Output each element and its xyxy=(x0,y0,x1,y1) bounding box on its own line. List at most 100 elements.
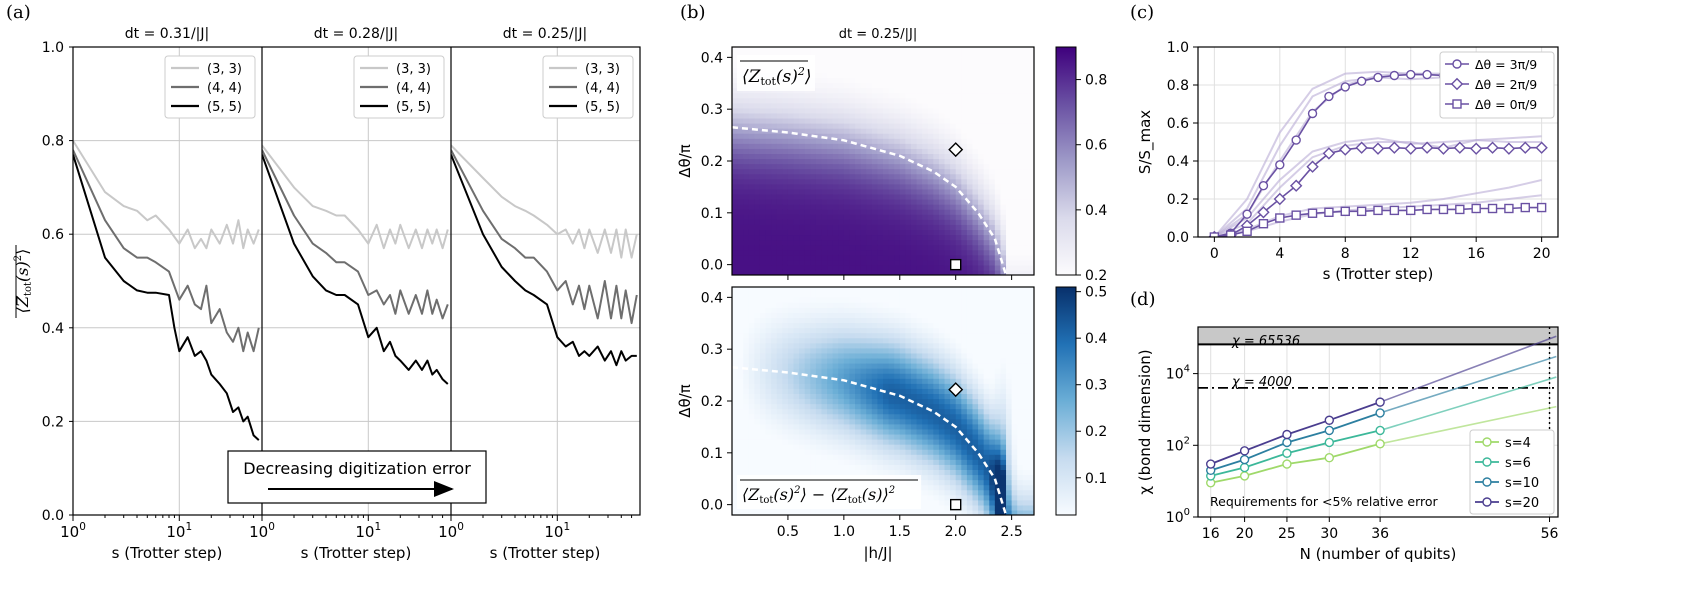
heat-cell-bottom xyxy=(804,352,811,359)
heat-cell-bottom xyxy=(732,342,739,349)
heat-cell-top xyxy=(821,269,828,275)
heat-cell-bottom xyxy=(966,357,974,364)
heat-cell-bottom xyxy=(910,418,918,425)
heat-cell-top xyxy=(978,183,985,190)
heat-cell-top xyxy=(832,269,839,275)
heat-cell-bottom xyxy=(894,464,901,470)
heat-cell-top xyxy=(759,264,767,271)
heat-cell-bottom xyxy=(793,454,800,460)
heat-cell-top xyxy=(888,87,895,94)
heat-cell-bottom xyxy=(765,347,772,354)
heat-cell-bottom xyxy=(871,388,878,394)
heat-cell-bottom xyxy=(994,408,1002,415)
heat-cell-bottom xyxy=(871,317,878,324)
heat-cell-bottom xyxy=(1006,408,1013,415)
heat-cell-bottom xyxy=(910,297,918,303)
heat-cell-bottom xyxy=(994,307,1002,313)
heat-cell-bottom xyxy=(849,352,856,359)
heat-cell-bottom xyxy=(922,439,929,445)
heat-cell-top xyxy=(933,62,940,68)
heat-cell-bottom xyxy=(894,509,901,515)
heat-cell-bottom xyxy=(855,378,862,384)
heat-cell-bottom xyxy=(855,393,862,400)
heat-cell-top xyxy=(950,62,957,68)
heat-cell-top xyxy=(894,133,901,139)
heat-cell-top xyxy=(916,82,923,89)
heat-cell-bottom xyxy=(732,464,739,470)
heat-cell-bottom xyxy=(877,439,884,445)
heat-cell-top xyxy=(972,234,979,241)
heat-cell-bottom xyxy=(815,327,823,334)
heat-cell-bottom xyxy=(955,449,962,455)
heat-cell-top xyxy=(944,138,951,144)
heat-cell-top xyxy=(732,188,739,195)
heat-cell-top xyxy=(771,102,778,109)
heat-cell-top xyxy=(966,219,974,225)
heat-cell-bottom xyxy=(743,439,750,445)
heat-cell-top xyxy=(888,199,895,205)
heat-cell-bottom xyxy=(871,408,878,415)
heat-cell-top xyxy=(1028,143,1034,149)
heat-cell-top xyxy=(782,209,789,215)
heat-cell-bottom xyxy=(989,322,996,329)
heat-cell-top xyxy=(765,117,772,124)
heat-cell-bottom xyxy=(955,317,962,324)
heat-cell-bottom xyxy=(759,418,767,425)
heat-cell-top xyxy=(972,87,979,94)
heat-cell-bottom xyxy=(810,287,817,293)
heat-cell-top xyxy=(950,239,957,246)
heat-cell-top xyxy=(978,163,985,170)
heat-cell-top xyxy=(849,87,856,94)
heat-cell-top xyxy=(1022,178,1029,185)
heat-cell-bottom xyxy=(771,337,778,344)
heat-cell-top xyxy=(877,249,884,256)
heat-cell-top xyxy=(1022,254,1029,261)
heat-cell-bottom xyxy=(1006,398,1013,405)
heat-cell-top xyxy=(910,112,918,119)
heat-cell-top xyxy=(748,239,755,246)
heat-cell-bottom xyxy=(1006,464,1013,470)
heat-cell-top xyxy=(938,254,946,261)
heat-cell-bottom xyxy=(888,449,895,455)
heat-cell-bottom xyxy=(927,332,934,339)
heat-cell-top xyxy=(944,224,951,230)
heat-cell-top xyxy=(944,133,951,139)
heat-cell-top xyxy=(899,219,906,225)
heat-cell-top xyxy=(1006,133,1013,139)
heat-cell-top xyxy=(771,163,778,170)
heat-cell-top xyxy=(1000,107,1007,114)
heat-cell-top xyxy=(737,97,744,104)
heat-cell-bottom xyxy=(983,378,990,384)
heat-cell-top xyxy=(888,67,895,73)
heat-cell-bottom xyxy=(944,484,951,491)
heat-cell-top xyxy=(743,97,750,104)
heat-cell-top xyxy=(938,204,946,210)
heat-cell-top xyxy=(905,188,912,195)
heat-cell-top xyxy=(950,204,957,210)
heat-cell-bottom xyxy=(1006,459,1013,465)
heat-cell-bottom xyxy=(748,363,755,369)
heat-cell-top xyxy=(827,67,834,73)
heat-cell-top xyxy=(732,168,739,175)
heat-cell-bottom xyxy=(944,428,951,435)
heat-cell-bottom xyxy=(815,428,823,435)
heat-cell-top xyxy=(787,128,795,134)
heat-cell-top xyxy=(743,259,750,266)
heat-cell-bottom xyxy=(950,464,957,470)
heat-cell-top xyxy=(810,102,817,109)
heat-cell-bottom xyxy=(759,327,767,334)
heat-cell-bottom xyxy=(732,287,739,293)
heat-cell-top xyxy=(1017,178,1024,185)
heat-cell-bottom xyxy=(810,327,817,334)
heat-cell-bottom xyxy=(944,322,951,329)
heat-cell-top xyxy=(972,204,979,210)
heat-cell-bottom xyxy=(838,433,845,440)
heat-cell-top xyxy=(810,138,817,144)
heat-cell-top xyxy=(927,72,934,78)
heat-cell-top xyxy=(866,254,873,261)
heat-cell-bottom xyxy=(994,504,1002,511)
heat-cell-top xyxy=(799,229,806,236)
heat-cell-top xyxy=(899,128,906,134)
heat-cell-top xyxy=(743,249,750,256)
heat-cell-bottom xyxy=(1022,454,1029,460)
